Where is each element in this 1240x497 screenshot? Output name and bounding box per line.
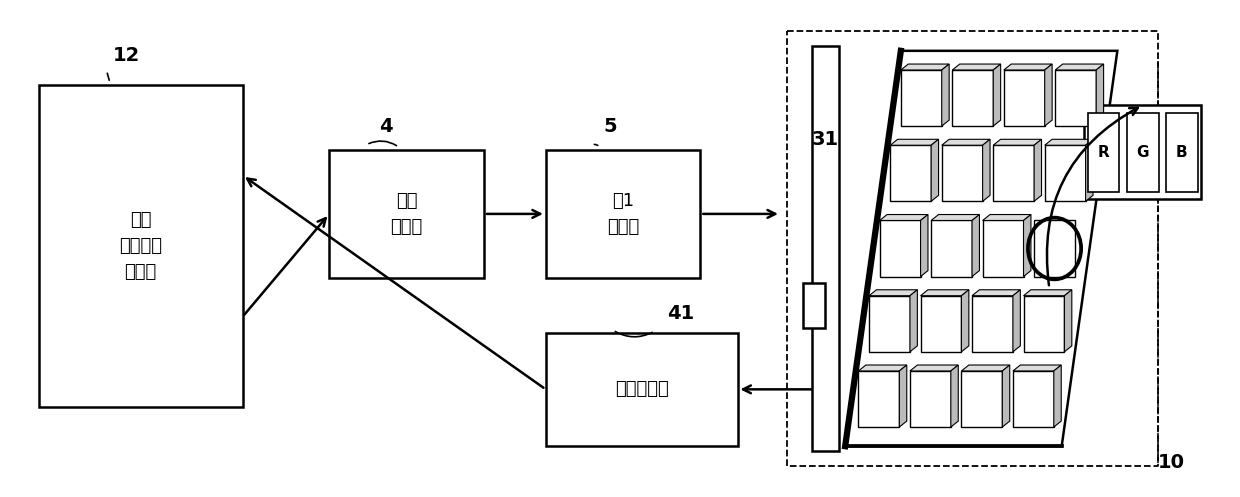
Polygon shape (1064, 290, 1071, 352)
Bar (869, 296, 910, 352)
Text: 10: 10 (1158, 453, 1185, 473)
Polygon shape (899, 365, 906, 427)
Polygon shape (961, 290, 968, 352)
Polygon shape (1044, 139, 1092, 145)
Polygon shape (910, 290, 918, 352)
Polygon shape (900, 64, 949, 70)
Bar (1034, 221, 1075, 276)
Polygon shape (982, 139, 990, 201)
Text: B: B (1176, 145, 1188, 160)
Polygon shape (972, 290, 1021, 296)
Bar (1013, 371, 1054, 427)
Polygon shape (982, 215, 1030, 221)
Bar (890, 145, 931, 201)
Bar (900, 70, 941, 126)
Bar (330, 150, 484, 278)
Text: 温度存储部: 温度存储部 (615, 380, 668, 399)
Polygon shape (961, 365, 1009, 371)
Polygon shape (869, 290, 918, 296)
Bar (1044, 145, 1085, 201)
Polygon shape (1013, 290, 1021, 352)
Polygon shape (1055, 64, 1104, 70)
Polygon shape (890, 139, 939, 145)
Polygon shape (879, 215, 928, 221)
Bar (920, 296, 961, 352)
Polygon shape (1085, 139, 1092, 201)
Polygon shape (920, 290, 968, 296)
Polygon shape (941, 139, 990, 145)
Bar (1127, 113, 1158, 192)
Bar (879, 221, 920, 276)
Bar (1166, 113, 1198, 192)
Bar (546, 332, 738, 446)
Bar (804, 283, 826, 328)
Bar (961, 371, 1002, 427)
Bar (941, 145, 982, 201)
Polygon shape (941, 64, 949, 126)
Bar (38, 85, 243, 407)
Text: 12: 12 (113, 46, 140, 65)
Polygon shape (1023, 290, 1071, 296)
Text: 31: 31 (812, 130, 839, 149)
Polygon shape (952, 64, 1001, 70)
Polygon shape (931, 215, 980, 221)
Bar (1087, 113, 1120, 192)
Polygon shape (858, 365, 906, 371)
Text: G: G (1137, 145, 1149, 160)
Polygon shape (1004, 64, 1052, 70)
Bar (982, 221, 1023, 276)
Bar (858, 371, 899, 427)
Polygon shape (1096, 64, 1104, 126)
Text: 4: 4 (378, 117, 392, 136)
Text: 亮度
校正部: 亮度 校正部 (391, 192, 423, 236)
Bar (952, 70, 993, 126)
Bar (1023, 296, 1064, 352)
Polygon shape (1045, 64, 1052, 126)
Bar (910, 371, 951, 427)
Polygon shape (1023, 215, 1030, 276)
Bar (1084, 105, 1202, 199)
Polygon shape (993, 139, 1042, 145)
Polygon shape (1034, 139, 1042, 201)
Bar (812, 46, 839, 451)
Polygon shape (993, 64, 1001, 126)
Text: 41: 41 (667, 304, 694, 323)
Text: R: R (1097, 145, 1110, 160)
Polygon shape (1013, 365, 1061, 371)
Polygon shape (846, 51, 1117, 446)
Bar (1004, 70, 1045, 126)
Bar (972, 296, 1013, 352)
Text: 亮度
校正系数
计算部: 亮度 校正系数 计算部 (119, 211, 162, 281)
Bar (993, 145, 1034, 201)
Bar (931, 221, 972, 276)
Polygon shape (920, 215, 928, 276)
Polygon shape (1002, 365, 1009, 427)
Bar (546, 150, 701, 278)
Bar (1055, 70, 1096, 126)
Polygon shape (972, 215, 980, 276)
Text: 第1
驱动部: 第1 驱动部 (606, 192, 639, 236)
FancyArrowPatch shape (1047, 108, 1138, 285)
Polygon shape (931, 139, 939, 201)
Polygon shape (1054, 365, 1061, 427)
Text: 5: 5 (604, 117, 618, 136)
Polygon shape (951, 365, 959, 427)
Polygon shape (910, 365, 959, 371)
